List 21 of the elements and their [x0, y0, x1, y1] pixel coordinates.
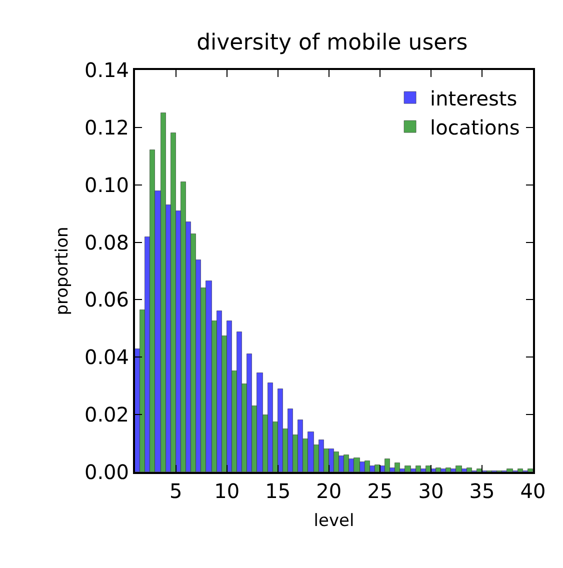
- y-axis-title: proportion: [52, 226, 73, 316]
- x-tick-label: 15: [265, 479, 291, 503]
- x-tick-label: 25: [367, 479, 393, 503]
- x-tick-label: 10: [214, 479, 240, 503]
- x-tick-label: 20: [316, 479, 342, 503]
- legend-label: interests: [430, 86, 518, 110]
- chart-title: diversity of mobile users: [196, 30, 468, 56]
- x-tick-label: 30: [418, 479, 444, 503]
- x-axis-title: level: [314, 510, 354, 531]
- y-tick-label: 0.04: [84, 345, 129, 370]
- y-tick-label: 0.12: [84, 115, 129, 140]
- y-tick-label: 0.14: [84, 58, 129, 82]
- y-tick-label: 0.08: [84, 230, 129, 254]
- y-tick-label: 0.02: [84, 402, 129, 427]
- y-tick-label: 0.10: [84, 172, 129, 197]
- legend-label: locations: [430, 115, 520, 140]
- y-tick-label: 0.06: [84, 288, 129, 312]
- x-tick-label: 5: [169, 479, 182, 503]
- y-tick-label: 0.00: [84, 460, 129, 484]
- x-tick-label: 35: [469, 479, 495, 503]
- x-tick-label: 40: [520, 479, 546, 503]
